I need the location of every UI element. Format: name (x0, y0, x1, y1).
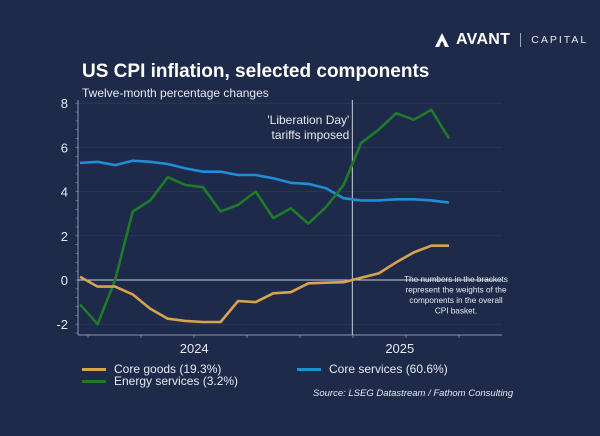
legend-swatch (82, 379, 106, 383)
y-tick-label: 8 (61, 96, 68, 111)
y-tick-label: 6 (61, 140, 68, 155)
y-tick-label: -2 (56, 317, 68, 332)
annotation-weights-note: The numbers in the brackets (404, 275, 508, 284)
series-line-energy-services (79, 108, 451, 326)
annotation-liberation-day: 'Liberation Day' (267, 113, 349, 127)
x-group-label: 2025 (385, 341, 414, 356)
x-group-label: 2024 (180, 341, 209, 356)
legend-swatch (82, 367, 106, 371)
annotation-weights-note: CPI basket. (435, 307, 477, 316)
annotation-weights-note: components in the overall (409, 296, 502, 305)
legend-item-core-services: Core services (60.6%) (297, 362, 448, 376)
chart-subtitle: Twelve-month percentage changes (82, 86, 269, 100)
annotation-liberation-day: tariffs imposed (272, 128, 350, 142)
brand-divider (520, 33, 522, 47)
brand-name: AVANT (456, 31, 511, 48)
source-note: Source: LSEG Datastream / Fathom Consult… (313, 388, 514, 399)
brand-logo: AVANT CAPITAL (434, 31, 588, 49)
legend-item-energy-services: Energy services (3.2%) (82, 374, 238, 388)
legend-label: Core services (60.6%) (329, 362, 448, 376)
y-tick-label: 4 (61, 185, 68, 200)
series-line-core-goods (79, 244, 449, 324)
avant-logo-icon (435, 33, 449, 47)
legend-label: Energy services (3.2%) (114, 374, 239, 388)
y-tick-label: 0 (61, 273, 68, 288)
brand-suffix: CAPITAL (531, 34, 589, 46)
y-tick-label: 2 (61, 229, 68, 244)
legend-swatch (297, 367, 321, 371)
legend-label: Core goods (19.3%) (114, 362, 222, 376)
chart-title: US CPI inflation, selected components (82, 61, 430, 82)
legend-item-core-goods: Core goods (19.3%) (82, 362, 221, 376)
series-line-core-services (79, 159, 450, 204)
annotation-weights-note: represent the weights of the (405, 286, 506, 295)
